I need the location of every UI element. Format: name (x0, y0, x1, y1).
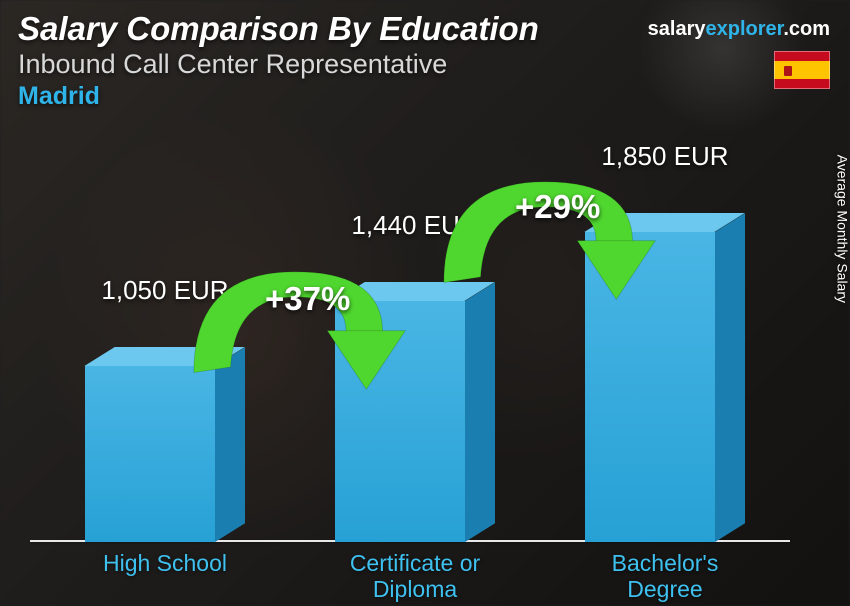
brand-block: salaryexplorer.com (648, 18, 830, 89)
y-axis-label: Average Monthly Salary (834, 155, 850, 303)
bar-label: Bachelor'sDegree (555, 550, 775, 603)
spain-flag-icon (774, 51, 830, 89)
bar-label: High School (55, 550, 275, 576)
arrow-icon (430, 165, 660, 305)
brand-suffix: .com (783, 18, 830, 40)
bar-label: Certificate orDiploma (305, 550, 525, 603)
bar-side (465, 282, 495, 542)
percent-increase: +29% (515, 188, 600, 226)
brand-logo-text: salaryexplorer.com (648, 18, 830, 41)
increase-arrow (180, 255, 410, 395)
bar-chart: 1,050 EURHigh School1,440 EURCertificate… (0, 140, 800, 606)
brand-right: explorer (705, 18, 783, 40)
increase-arrow (430, 165, 660, 305)
bar-side (715, 213, 745, 542)
percent-increase: +37% (265, 280, 350, 318)
arrow-icon (180, 255, 410, 395)
brand-left: salary (648, 18, 706, 40)
